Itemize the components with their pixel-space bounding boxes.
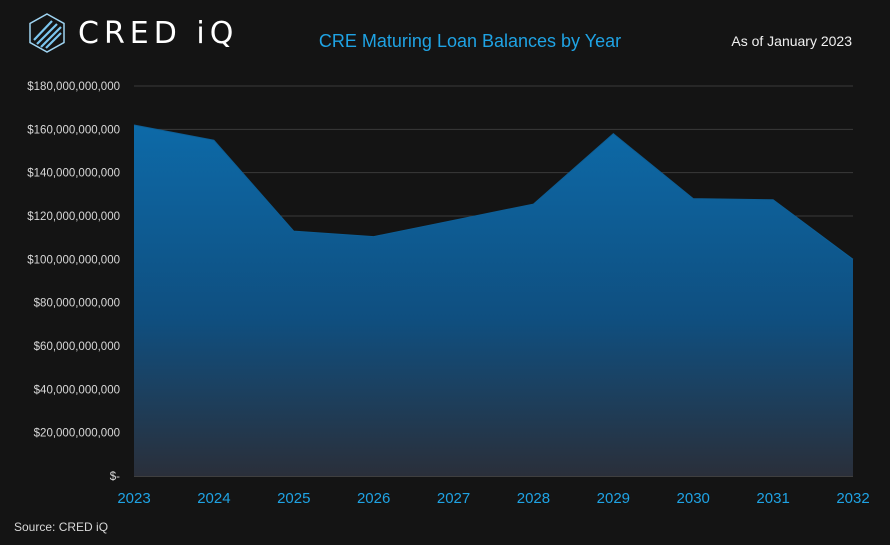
x-tick-label: 2027 <box>437 490 470 507</box>
source-note: Source: CRED iQ <box>14 520 109 534</box>
y-tick-label: $100,000,000,000 <box>27 254 120 266</box>
x-tick-label: 2031 <box>756 490 789 507</box>
cred-iq-logo: CRED iQ <box>28 13 238 53</box>
y-tick-label: $80,000,000,000 <box>34 298 120 310</box>
x-tick-label: 2030 <box>677 490 710 507</box>
y-tick-label: $120,000,000,000 <box>27 211 120 223</box>
x-tick-label: 2024 <box>197 490 230 507</box>
x-tick-label: 2026 <box>357 490 390 507</box>
x-tick-label: 2028 <box>517 490 550 507</box>
y-tick-label: $160,000,000,000 <box>27 124 120 136</box>
y-tick-label: $140,000,000,000 <box>27 168 120 180</box>
y-tick-label: $- <box>110 471 120 483</box>
y-axis: $- $20,000,000,000 $40,000,000,000 $60,000,… <box>27 81 120 483</box>
area-series <box>133 124 854 476</box>
chart-header: CRED iQ CRE Maturing Loan Balances by Ye… <box>0 0 890 70</box>
x-tick-label: 2032 <box>836 490 869 507</box>
brand-name: CRED iQ <box>78 15 239 51</box>
cred-iq-logo-mark <box>29 13 65 53</box>
x-axis: 2023 2024 2025 2026 2027 2028 2029 2030 2031 2032 <box>117 490 869 507</box>
y-tick-label: $180,000,000,000 <box>27 81 120 93</box>
as-of-date: As of January 2023 <box>731 33 852 49</box>
y-tick-label: $40,000,000,000 <box>34 384 120 396</box>
chart-title: CRE Maturing Loan Balances by Year <box>318 31 622 51</box>
y-tick-label: $20,000,000,000 <box>34 428 120 440</box>
x-tick-label: 2023 <box>117 490 150 507</box>
y-tick-label: $60,000,000,000 <box>34 341 120 353</box>
x-tick-label: 2025 <box>277 490 310 507</box>
area-outline <box>133 124 854 260</box>
x-tick-label: 2029 <box>597 490 630 507</box>
area-fill <box>134 125 853 476</box>
